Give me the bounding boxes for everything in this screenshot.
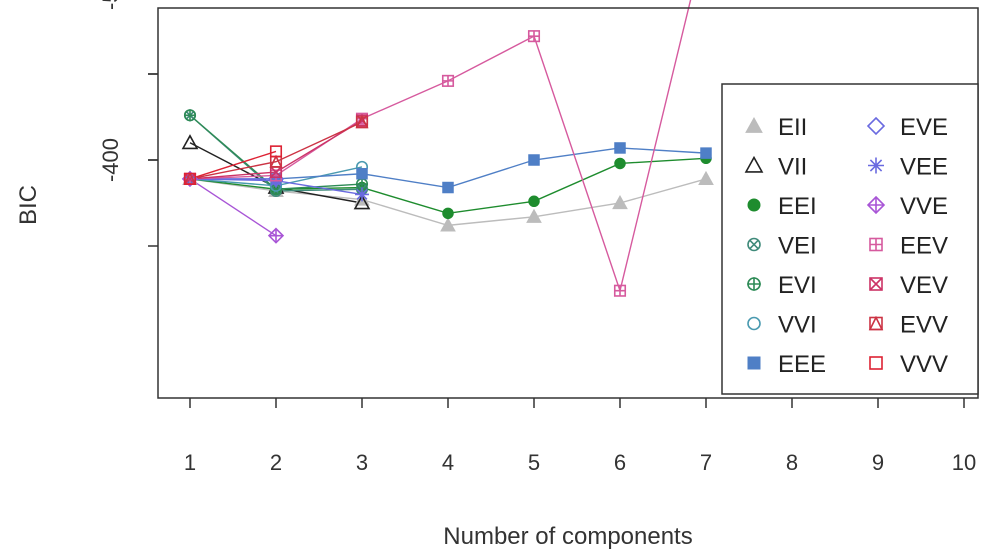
x-tick-label: 8 xyxy=(786,450,798,475)
legend-marker xyxy=(869,237,883,252)
series-lines xyxy=(189,0,707,294)
data-point-eev xyxy=(527,30,541,43)
legend-label: EVI xyxy=(778,272,817,299)
legend-marker xyxy=(747,198,761,212)
legend-item-vvi: VVI xyxy=(747,312,817,339)
legend-item-eee: EEE xyxy=(747,351,826,378)
data-point-eei xyxy=(614,157,626,170)
data-point-evi xyxy=(183,109,197,122)
series-line-vve xyxy=(189,178,277,237)
legend-marker xyxy=(747,356,761,370)
legend-marker xyxy=(868,157,884,174)
x-tick-label: 9 xyxy=(872,450,884,475)
legend-item-vii: VII xyxy=(744,154,807,181)
legend-label: EVE xyxy=(900,114,948,141)
legend: EII VII EEI VEI EVI VVI EEE EVE VEE VVE EEV VEV EVV V… xyxy=(721,83,979,395)
legend-marker xyxy=(869,277,883,291)
data-point-eev xyxy=(441,74,455,87)
legend-label: VVI xyxy=(778,312,817,339)
legend-label: EEV xyxy=(900,233,948,260)
legend-item-vvv: VVV xyxy=(869,351,948,378)
data-point-eei xyxy=(442,207,454,220)
data-point-eee xyxy=(528,154,540,166)
y-axis: -500 -400 xyxy=(98,0,158,247)
legend-item-evv: EVV xyxy=(868,312,948,339)
data-point-eii xyxy=(440,217,456,232)
legend-item-vev: VEV xyxy=(869,272,948,299)
data-point-eee xyxy=(700,147,712,159)
legend-item-eve: EVE xyxy=(866,114,948,141)
legend-item-vei: VEI xyxy=(747,233,817,260)
x-tick-label: 2 xyxy=(270,450,282,475)
data-point-eii xyxy=(612,194,628,210)
x-tick-label: 5 xyxy=(528,450,540,475)
data-point-eee xyxy=(614,142,626,154)
legend-label: EII xyxy=(778,114,807,141)
legend-item-vve: VVE xyxy=(866,193,948,220)
data-point-eei xyxy=(528,195,540,208)
legend-label: VII xyxy=(778,154,807,181)
x-axis-title: Number of components xyxy=(443,523,692,550)
legend-label: VEV xyxy=(900,272,948,299)
legend-marker xyxy=(744,155,764,173)
legend-marker xyxy=(866,195,886,215)
legend-label: VEI xyxy=(778,233,817,260)
data-point-vvv xyxy=(183,172,197,185)
data-point-eee xyxy=(442,181,454,194)
x-tick-label: 10 xyxy=(952,450,976,475)
data-point-eii xyxy=(698,170,714,186)
legend-label: EEE xyxy=(778,351,826,378)
legend-item-evi: EVI xyxy=(747,272,817,299)
x-axis: 1 2 3 4 5 6 7 8 9 10 xyxy=(184,398,976,475)
data-point-eii xyxy=(526,208,542,223)
legend-item-vee: VEE xyxy=(868,154,948,181)
data-point-vii xyxy=(181,134,199,150)
x-tick-label: 4 xyxy=(442,450,454,475)
legend-label: VEE xyxy=(900,154,948,181)
legend-marker xyxy=(869,356,883,370)
x-tick-label: 6 xyxy=(614,450,626,475)
y-tick-label: -400 xyxy=(98,138,123,182)
series-line-vvv xyxy=(189,150,277,180)
data-point-vee xyxy=(355,187,369,202)
data-point-vve xyxy=(267,227,285,244)
legend-marker xyxy=(747,237,761,252)
legend-label: VVV xyxy=(900,351,948,378)
series-line-evv xyxy=(189,121,363,180)
legend-item-eei: EEI xyxy=(747,193,817,220)
legend-marker xyxy=(747,316,761,331)
legend-label: EEI xyxy=(778,193,817,220)
legend-label: VVE xyxy=(900,193,948,220)
y-tick-label: -500 xyxy=(98,0,123,10)
series-line-eev xyxy=(189,0,692,294)
data-point-vvv xyxy=(269,145,283,158)
legend-marker xyxy=(868,315,884,331)
legend-item-eii: EII xyxy=(745,114,807,141)
data-point-vii xyxy=(353,194,371,210)
legend-marker xyxy=(866,116,886,136)
legend-label: EVV xyxy=(900,312,948,339)
x-tick-label: 3 xyxy=(356,450,368,475)
data-point-evv xyxy=(355,115,369,129)
data-point-eee xyxy=(356,168,368,180)
legend-marker xyxy=(745,116,763,133)
x-tick-label: 7 xyxy=(700,450,712,475)
legend-marker xyxy=(747,277,761,291)
legend-item-eev: EEV xyxy=(869,233,948,260)
x-tick-label: 1 xyxy=(184,450,196,475)
y-axis-title: BIC xyxy=(15,185,42,225)
series-markers xyxy=(181,30,714,297)
legend-box xyxy=(721,83,979,395)
data-point-eev xyxy=(613,284,627,297)
